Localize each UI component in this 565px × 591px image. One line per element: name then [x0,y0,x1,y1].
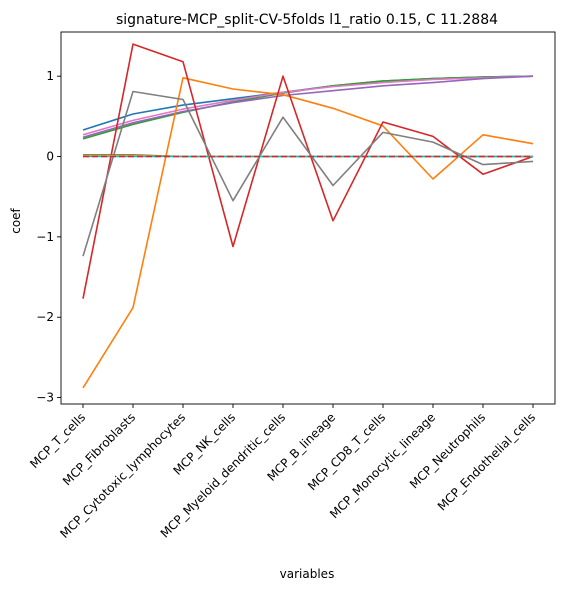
chart-title: signature-MCP_split-CV-5folds l1_ratio 0… [116,12,498,28]
y-tick-label: −2 [36,310,54,324]
series-line-6 [82,43,534,299]
series-line-7 [82,90,534,257]
plot-area [60,31,556,405]
x-axis-label: variables [280,567,335,581]
y-tick-label: −3 [36,391,54,405]
plot-frame [60,31,556,405]
series-line-4 [82,75,534,139]
series-layer [82,43,534,389]
series-line-5 [82,77,534,389]
x-tick-label: MCP_Endothelial_cells [435,410,538,513]
series-line-1 [82,75,534,131]
series-line-2 [82,75,534,140]
series-line-3 [82,75,534,136]
y-tick-label: 1 [46,69,54,83]
y-tick-label: −1 [36,230,54,244]
y-axis: −3 −2 −1 0 1 [36,69,61,405]
x-axis: MCP_T_cellsMCP_FibroblastsMCP_Cytotoxic_… [27,404,538,541]
y-tick-label: 0 [46,150,54,164]
y-axis-label: coef [9,207,23,233]
